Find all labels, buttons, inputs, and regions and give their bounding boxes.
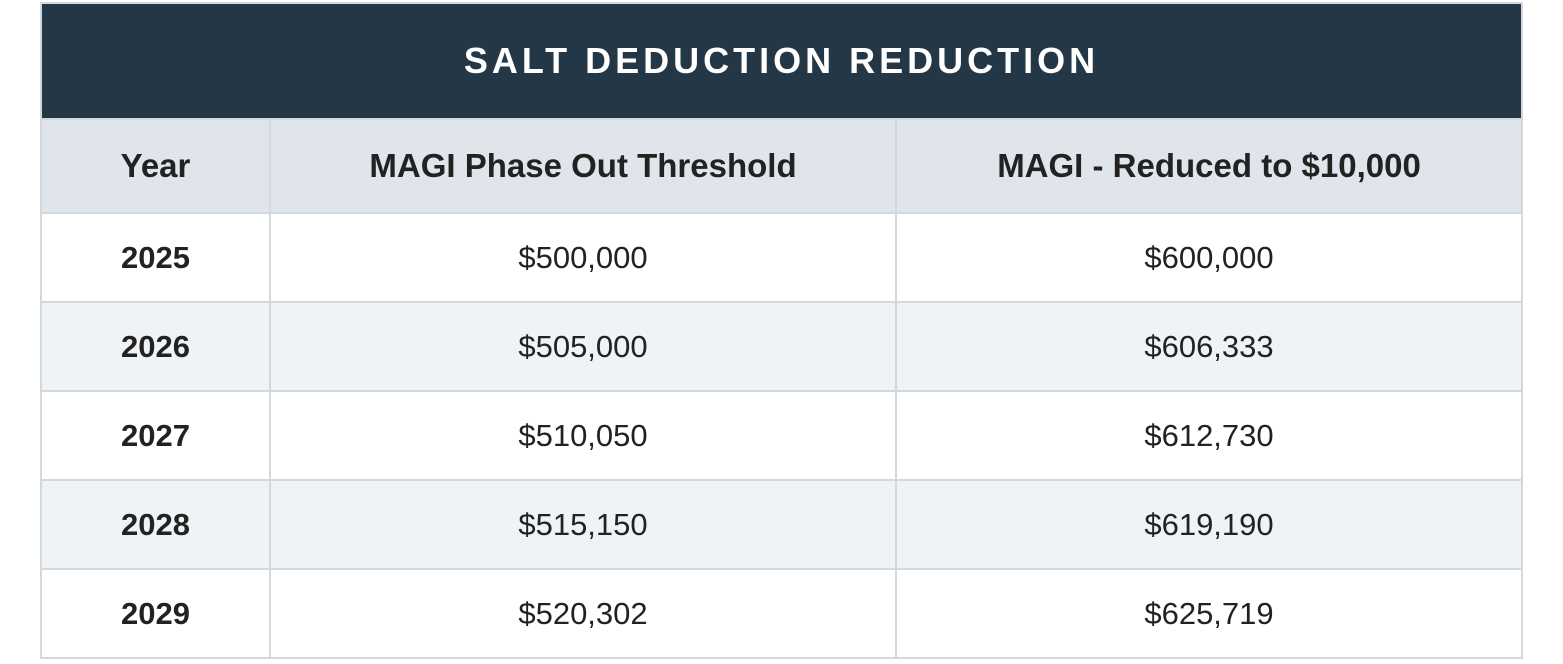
year-cell: 2029: [40, 568, 271, 659]
table-row: 2027 $510,050 $612,730: [40, 390, 1523, 481]
amount-cell: $625,719: [895, 568, 1523, 659]
year-cell: 2026: [40, 301, 271, 392]
amount-cell: $600,000: [895, 212, 1523, 303]
table-row: 2029 $520,302 $625,719: [40, 568, 1523, 659]
amount-cell: $520,302: [269, 568, 897, 659]
year-cell: 2028: [40, 479, 271, 570]
amount-cell: $515,150: [269, 479, 897, 570]
amount-cell: $606,333: [895, 301, 1523, 392]
salt-table: SALT DEDUCTION REDUCTION Year MAGI Phase …: [40, 2, 1523, 659]
table-container: SALT DEDUCTION REDUCTION Year MAGI Phase …: [40, 2, 1523, 659]
column-header: MAGI - Reduced to $10,000: [895, 118, 1523, 214]
table-row: 2025 $500,000 $600,000: [40, 212, 1523, 303]
amount-cell: $619,190: [895, 479, 1523, 570]
amount-cell: $510,050: [269, 390, 897, 481]
amount-cell: $612,730: [895, 390, 1523, 481]
amount-cell: $505,000: [269, 301, 897, 392]
table-row: 2026 $505,000 $606,333: [40, 301, 1523, 392]
header-row: Year MAGI Phase Out Threshold MAGI - Reduc…: [40, 118, 1523, 214]
amount-cell: $500,000: [269, 212, 897, 303]
year-cell: 2025: [40, 212, 271, 303]
table-title: SALT DEDUCTION REDUCTION: [40, 2, 1523, 120]
column-header: Year: [40, 118, 271, 214]
column-header: MAGI Phase Out Threshold: [269, 118, 897, 214]
table-row: 2028 $515,150 $619,190: [40, 479, 1523, 570]
year-cell: 2027: [40, 390, 271, 481]
